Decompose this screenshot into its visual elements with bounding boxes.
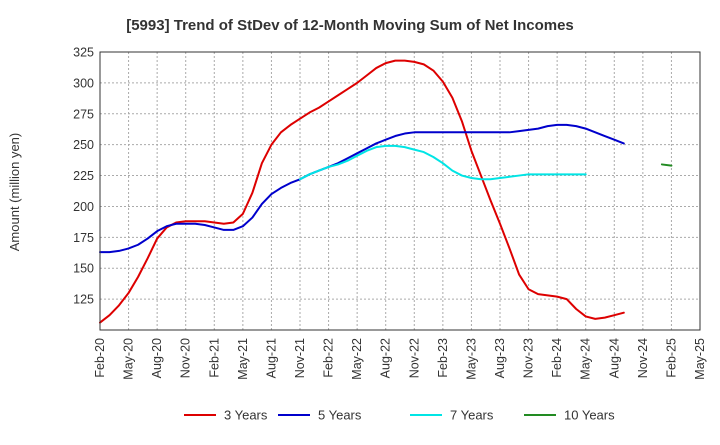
y-tick-label: 175	[73, 231, 94, 245]
y-tick-label: 300	[73, 76, 94, 90]
series-lines	[99, 59, 673, 324]
x-tick-label: Nov-21	[293, 338, 307, 378]
y-tick-label: 250	[73, 138, 94, 152]
x-tick-label: May-24	[579, 338, 593, 380]
x-tick-label: May-21	[236, 338, 250, 380]
series-line-3-years	[99, 59, 625, 324]
x-tick-label: Aug-21	[264, 338, 278, 378]
x-tick-label: May-22	[350, 338, 364, 380]
y-tick-label: 125	[73, 293, 94, 307]
legend-label-10-years: 10 Years	[564, 408, 615, 423]
x-tick-label: Nov-24	[636, 338, 650, 378]
x-tick-label: Feb-23	[436, 338, 450, 378]
legend-label-5-years: 5 Years	[318, 408, 362, 423]
x-tick-label: May-23	[464, 338, 478, 380]
x-tick-label: Aug-24	[607, 338, 621, 378]
plot-frame	[99, 51, 701, 331]
x-tick-label: Feb-21	[207, 338, 221, 378]
x-tick-label: Aug-22	[379, 338, 393, 378]
x-tick-label: Feb-20	[93, 338, 107, 378]
x-tick-label: May-25	[693, 338, 707, 380]
x-tick-label: Aug-20	[150, 338, 164, 378]
x-tick-label: Nov-23	[522, 338, 536, 378]
x-tick-labels: Feb-20 May-20 Aug-20 Nov-20 Feb-21 May-21 Aug-…	[93, 338, 707, 380]
y-tick-label: 200	[73, 200, 94, 214]
x-tick-label: Feb-25	[664, 338, 678, 378]
y-tick-labels: 125 150 175 200 225 250 275 300 325	[73, 46, 94, 307]
x-tick-label: Aug-23	[493, 338, 507, 378]
series-line-7-years	[299, 144, 587, 181]
chart-title: [5993] Trend of StDev of 12-Month Moving…	[126, 17, 574, 34]
x-tick-label: Feb-22	[322, 338, 336, 378]
x-tick-label: Feb-24	[550, 338, 564, 378]
legend-label-3-years: 3 Years	[224, 408, 268, 423]
y-axis-label: Amount (million yen)	[7, 133, 22, 252]
y-tick-label: 325	[73, 46, 94, 60]
y-tick-label: 150	[73, 262, 94, 276]
y-tick-label: 275	[73, 107, 94, 121]
y-tick-label: 225	[73, 169, 94, 183]
series-line-10-years	[660, 163, 673, 167]
legend-label-7-years: 7 Years	[450, 408, 494, 423]
x-tick-label: May-20	[122, 338, 136, 380]
x-tick-label: Nov-22	[407, 338, 421, 378]
x-tick-label: Nov-20	[179, 338, 193, 378]
series-line-5-years	[99, 123, 625, 254]
grid	[99, 51, 701, 330]
legend: 3 Years 5 Years 7 Years 10 Years	[184, 408, 615, 423]
